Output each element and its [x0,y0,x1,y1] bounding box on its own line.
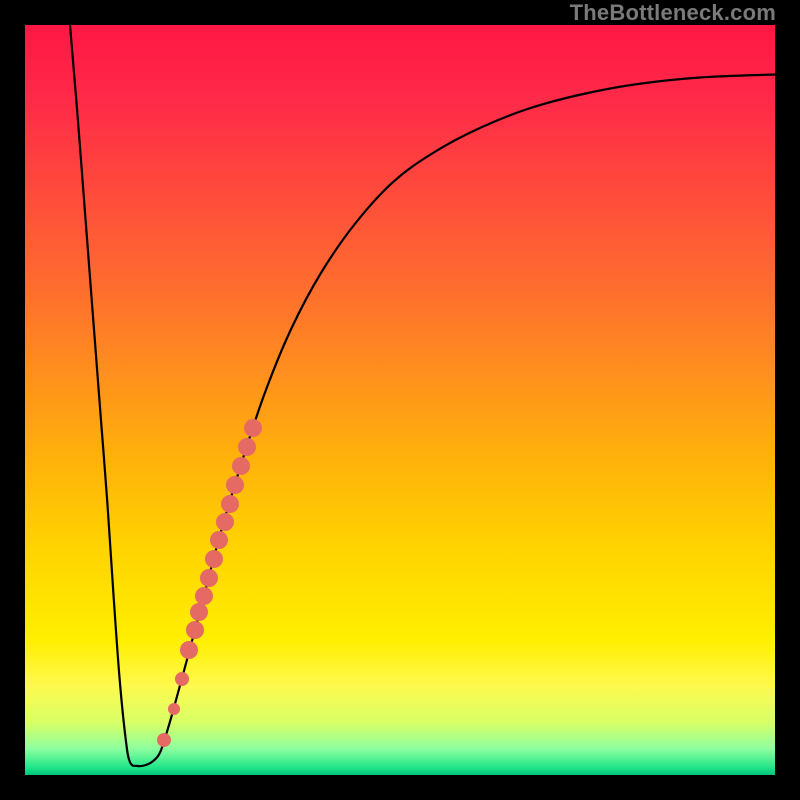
data-point-marker [238,438,256,456]
data-point-marker [200,569,218,587]
data-point-marker [186,621,204,639]
data-point-marker [205,550,223,568]
data-point-marker [232,457,250,475]
data-point-marker [190,603,208,621]
data-point-marker [175,672,189,686]
chart-frame: TheBottleneck.com [0,0,800,800]
curve-layer [25,25,775,775]
data-point-marker [221,495,239,513]
plot-area [25,25,775,775]
bottleneck-curve [70,25,775,766]
watermark: TheBottleneck.com [570,0,776,26]
watermark-text: TheBottleneck.com [570,0,776,25]
data-point-marker [168,703,180,715]
data-point-marker [226,476,244,494]
data-point-marker [216,513,234,531]
data-point-marker [244,419,262,437]
data-point-marker [180,641,198,659]
data-point-marker [157,733,171,747]
data-point-marker [195,587,213,605]
data-point-marker [210,531,228,549]
